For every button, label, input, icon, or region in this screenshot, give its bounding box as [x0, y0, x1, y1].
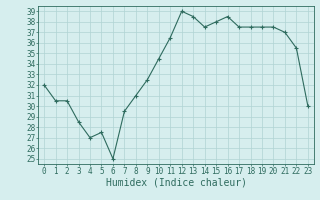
X-axis label: Humidex (Indice chaleur): Humidex (Indice chaleur) [106, 177, 246, 187]
